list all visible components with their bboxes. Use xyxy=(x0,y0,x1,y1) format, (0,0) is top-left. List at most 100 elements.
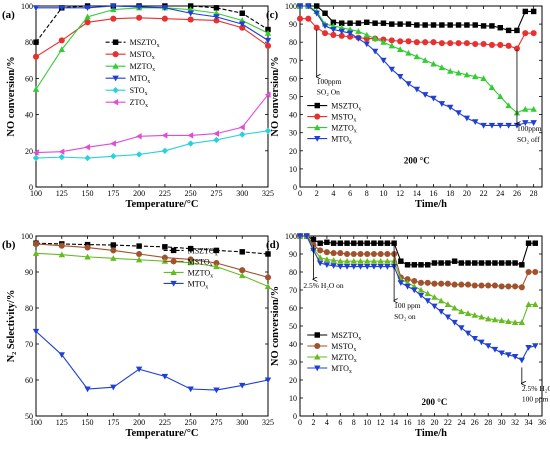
y-tick-label: 50 xyxy=(289,322,297,331)
x-tick-label: 2 xyxy=(311,418,315,427)
data-point xyxy=(463,115,471,122)
x-tick-label: 325 xyxy=(262,189,274,198)
y-tick-label: 100 xyxy=(285,232,297,241)
x-tick-label: 28 xyxy=(484,418,492,427)
series-line xyxy=(35,17,269,58)
annotation: SO₂ On xyxy=(317,88,340,97)
y-axis-label: NO conversion/% xyxy=(270,56,281,136)
data-point xyxy=(110,384,117,391)
plot-frame xyxy=(35,235,269,417)
data-point xyxy=(413,39,420,46)
x-tick-label: 16 xyxy=(430,189,438,198)
legend-label: MTOx xyxy=(188,279,209,290)
data-point xyxy=(187,10,194,17)
annotation: 100 ppm xyxy=(394,301,421,310)
data-point xyxy=(512,260,518,266)
annotation: 100ppm xyxy=(317,77,342,86)
data-point xyxy=(364,264,371,270)
data-point xyxy=(438,260,444,266)
data-point xyxy=(417,279,425,286)
data-point xyxy=(239,267,246,274)
data-point xyxy=(398,258,404,264)
data-point xyxy=(187,245,194,252)
data-point xyxy=(464,22,470,28)
data-point xyxy=(32,240,40,247)
x-tick-label: 26 xyxy=(471,418,479,427)
data-point xyxy=(110,140,116,147)
series-zto xyxy=(32,91,271,156)
data-point xyxy=(110,153,117,160)
data-point xyxy=(511,319,519,325)
data-point xyxy=(187,386,194,393)
x-tick-label: 200 xyxy=(133,418,145,427)
data-point xyxy=(84,244,91,251)
data-point xyxy=(458,325,465,331)
y-tick-label: 40 xyxy=(25,111,33,120)
y-tick-label: 90 xyxy=(25,268,33,277)
data-point xyxy=(438,101,446,107)
data-point xyxy=(417,286,425,293)
x-tick-label: 14 xyxy=(390,418,398,427)
data-point xyxy=(424,279,431,286)
legend-swatch-marker xyxy=(170,269,177,275)
legend-swatch-marker xyxy=(314,342,321,350)
series-msto xyxy=(32,240,272,281)
legend-swatch-marker xyxy=(170,280,177,287)
data-point xyxy=(162,244,168,250)
legend-swatch-marker xyxy=(112,39,119,45)
data-point xyxy=(404,276,411,283)
data-point xyxy=(213,14,220,21)
legend-label-subscript: x xyxy=(147,79,150,85)
panel-label: (c) xyxy=(266,9,279,21)
data-point xyxy=(532,301,539,307)
legend-label-subscript: x xyxy=(152,67,155,73)
data-point xyxy=(532,240,538,246)
data-point xyxy=(405,81,412,88)
data-point xyxy=(396,46,404,52)
x-tick-label: 20 xyxy=(463,189,471,198)
x-tick-label: 150 xyxy=(82,418,94,427)
data-point xyxy=(413,86,421,93)
data-point xyxy=(187,3,194,9)
y-tick-label: 20 xyxy=(289,147,297,156)
data-point xyxy=(323,249,330,256)
data-point xyxy=(344,240,350,246)
data-point xyxy=(58,153,65,161)
data-point xyxy=(330,263,337,269)
data-point xyxy=(431,303,438,310)
data-point xyxy=(431,260,438,266)
data-point xyxy=(439,22,445,28)
x-tick-label: 200 xyxy=(133,189,145,198)
data-point xyxy=(377,250,384,258)
data-point xyxy=(58,37,65,44)
data-point xyxy=(522,120,529,126)
data-point xyxy=(355,36,362,42)
data-point xyxy=(492,260,498,266)
legend-swatch-marker xyxy=(314,113,321,120)
y-tick-label: 70 xyxy=(289,286,297,295)
data-point xyxy=(488,41,495,48)
x-tick-label: 300 xyxy=(236,418,248,427)
data-point xyxy=(478,260,485,266)
x-tick-label: 18 xyxy=(417,418,425,427)
data-point xyxy=(264,274,272,281)
data-point xyxy=(447,22,453,28)
data-point xyxy=(371,240,377,246)
data-point xyxy=(425,262,431,268)
y-axis-label: NO conversion/% xyxy=(6,56,17,136)
y-tick-label: 100 xyxy=(21,232,33,241)
data-point xyxy=(337,250,344,257)
data-point xyxy=(514,27,520,34)
data-point xyxy=(187,132,194,139)
panel-label: (b) xyxy=(2,239,16,251)
data-point xyxy=(346,30,354,37)
data-point xyxy=(239,249,245,255)
x-tick-label: 300 xyxy=(236,189,248,198)
data-point xyxy=(530,105,537,112)
data-point xyxy=(530,8,537,15)
y-tick-label: 80 xyxy=(289,268,297,277)
data-point xyxy=(350,258,357,264)
y-tick-label: 10 xyxy=(289,165,297,174)
data-point xyxy=(239,24,246,31)
